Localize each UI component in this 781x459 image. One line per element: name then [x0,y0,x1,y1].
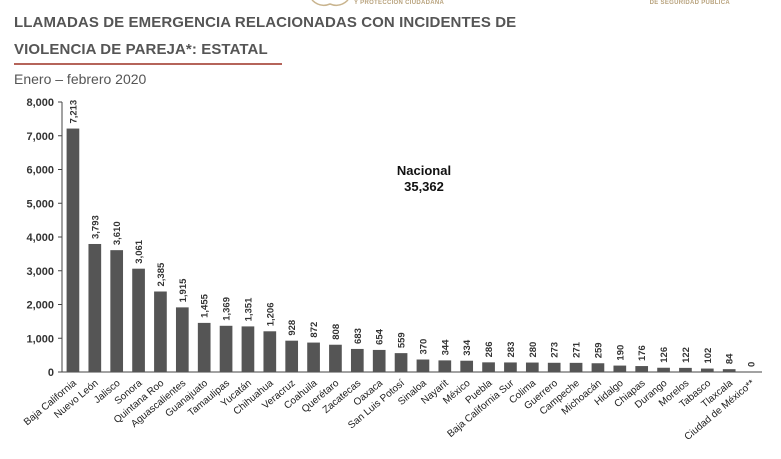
value-label: 1,369 [222,297,233,321]
value-label: 176 [637,345,648,361]
bar [591,363,605,372]
bar [132,268,145,372]
chart-title-line2: VIOLENCIA DE PAREJA*: ESTATAL [14,41,268,58]
bar [263,331,277,372]
value-label: 559 [397,332,408,348]
chart-title-line1: LLAMADAS DE EMERGENCIA RELACIONADAS CON … [14,14,517,31]
y-tick-label: 6,000 [26,165,54,177]
value-label: 2,385 [156,262,167,286]
y-tick-label: 8,000 [26,97,54,109]
value-label: 102 [703,348,714,364]
value-label: 84 [725,353,736,364]
bar [416,359,430,372]
value-label: 259 [593,342,604,358]
bar [175,307,189,372]
national-total-label: Nacional [397,163,451,178]
bar [197,322,211,372]
government-seal-icon [311,0,349,7]
value-label: 654 [375,328,386,345]
title-underline [14,63,282,65]
bar [679,367,692,372]
bar [525,362,539,372]
value-label: 3,061 [134,239,145,263]
value-label: 872 [309,322,320,338]
value-label: 3,610 [112,221,123,245]
value-label: 126 [659,347,670,363]
bar [722,369,736,372]
bar [154,291,167,372]
value-label: 190 [615,345,626,361]
header-strip: Y PROTECCIÓN CIUDADANA DE SEGURIDAD PÚBL… [300,0,750,14]
y-tick-label: 1,000 [26,333,54,345]
value-label: 1,915 [178,278,189,302]
value-label: 122 [681,347,692,363]
y-tick-label: 5,000 [26,198,54,210]
bar [569,362,583,372]
bar [613,365,627,372]
y-tick-label: 4,000 [26,232,54,244]
national-total-value: 35,362 [404,179,444,194]
chart-subtitle: Enero – febrero 2020 [14,71,147,87]
bar [438,360,452,372]
value-label: 286 [484,341,495,357]
y-tick-label: 3,000 [26,266,54,278]
bar [372,349,386,372]
header-right-text: DE SEGURIDAD PÚBLICA [649,0,730,6]
value-label: 1,455 [200,293,211,317]
bar [66,128,80,372]
value-label: 1,206 [265,303,276,327]
header-left-text: Y PROTECCIÓN CIUDADANA [354,0,445,6]
value-label: 271 [572,341,583,358]
value-label: 273 [550,342,561,358]
value-label: 1,351 [243,297,254,321]
bar [285,340,299,372]
y-tick-label: 0 [48,367,54,379]
value-label: 344 [440,339,451,356]
bar [504,362,517,372]
bar [482,362,495,372]
bar [241,326,255,372]
value-label: 280 [528,342,539,358]
bar [657,367,670,372]
value-label: 0 [747,362,758,367]
bar [88,243,102,372]
bar [110,250,124,372]
value-label: 370 [418,339,429,355]
bar [394,353,408,372]
bar [307,342,320,372]
value-label: 7,213 [68,100,79,124]
y-tick-label: 2,000 [26,300,54,312]
value-label: 683 [353,328,364,344]
value-label: 283 [506,342,517,358]
y-tick-label: 7,000 [26,131,54,143]
value-label: 334 [462,339,473,356]
bar [329,344,342,372]
bar [219,325,233,372]
bar [700,368,714,372]
value-label: 3,793 [90,215,101,239]
value-label: 808 [331,324,342,340]
bar [460,360,474,372]
bar [350,348,364,372]
bar [547,362,561,372]
bar [635,366,649,372]
value-label: 928 [287,320,298,336]
